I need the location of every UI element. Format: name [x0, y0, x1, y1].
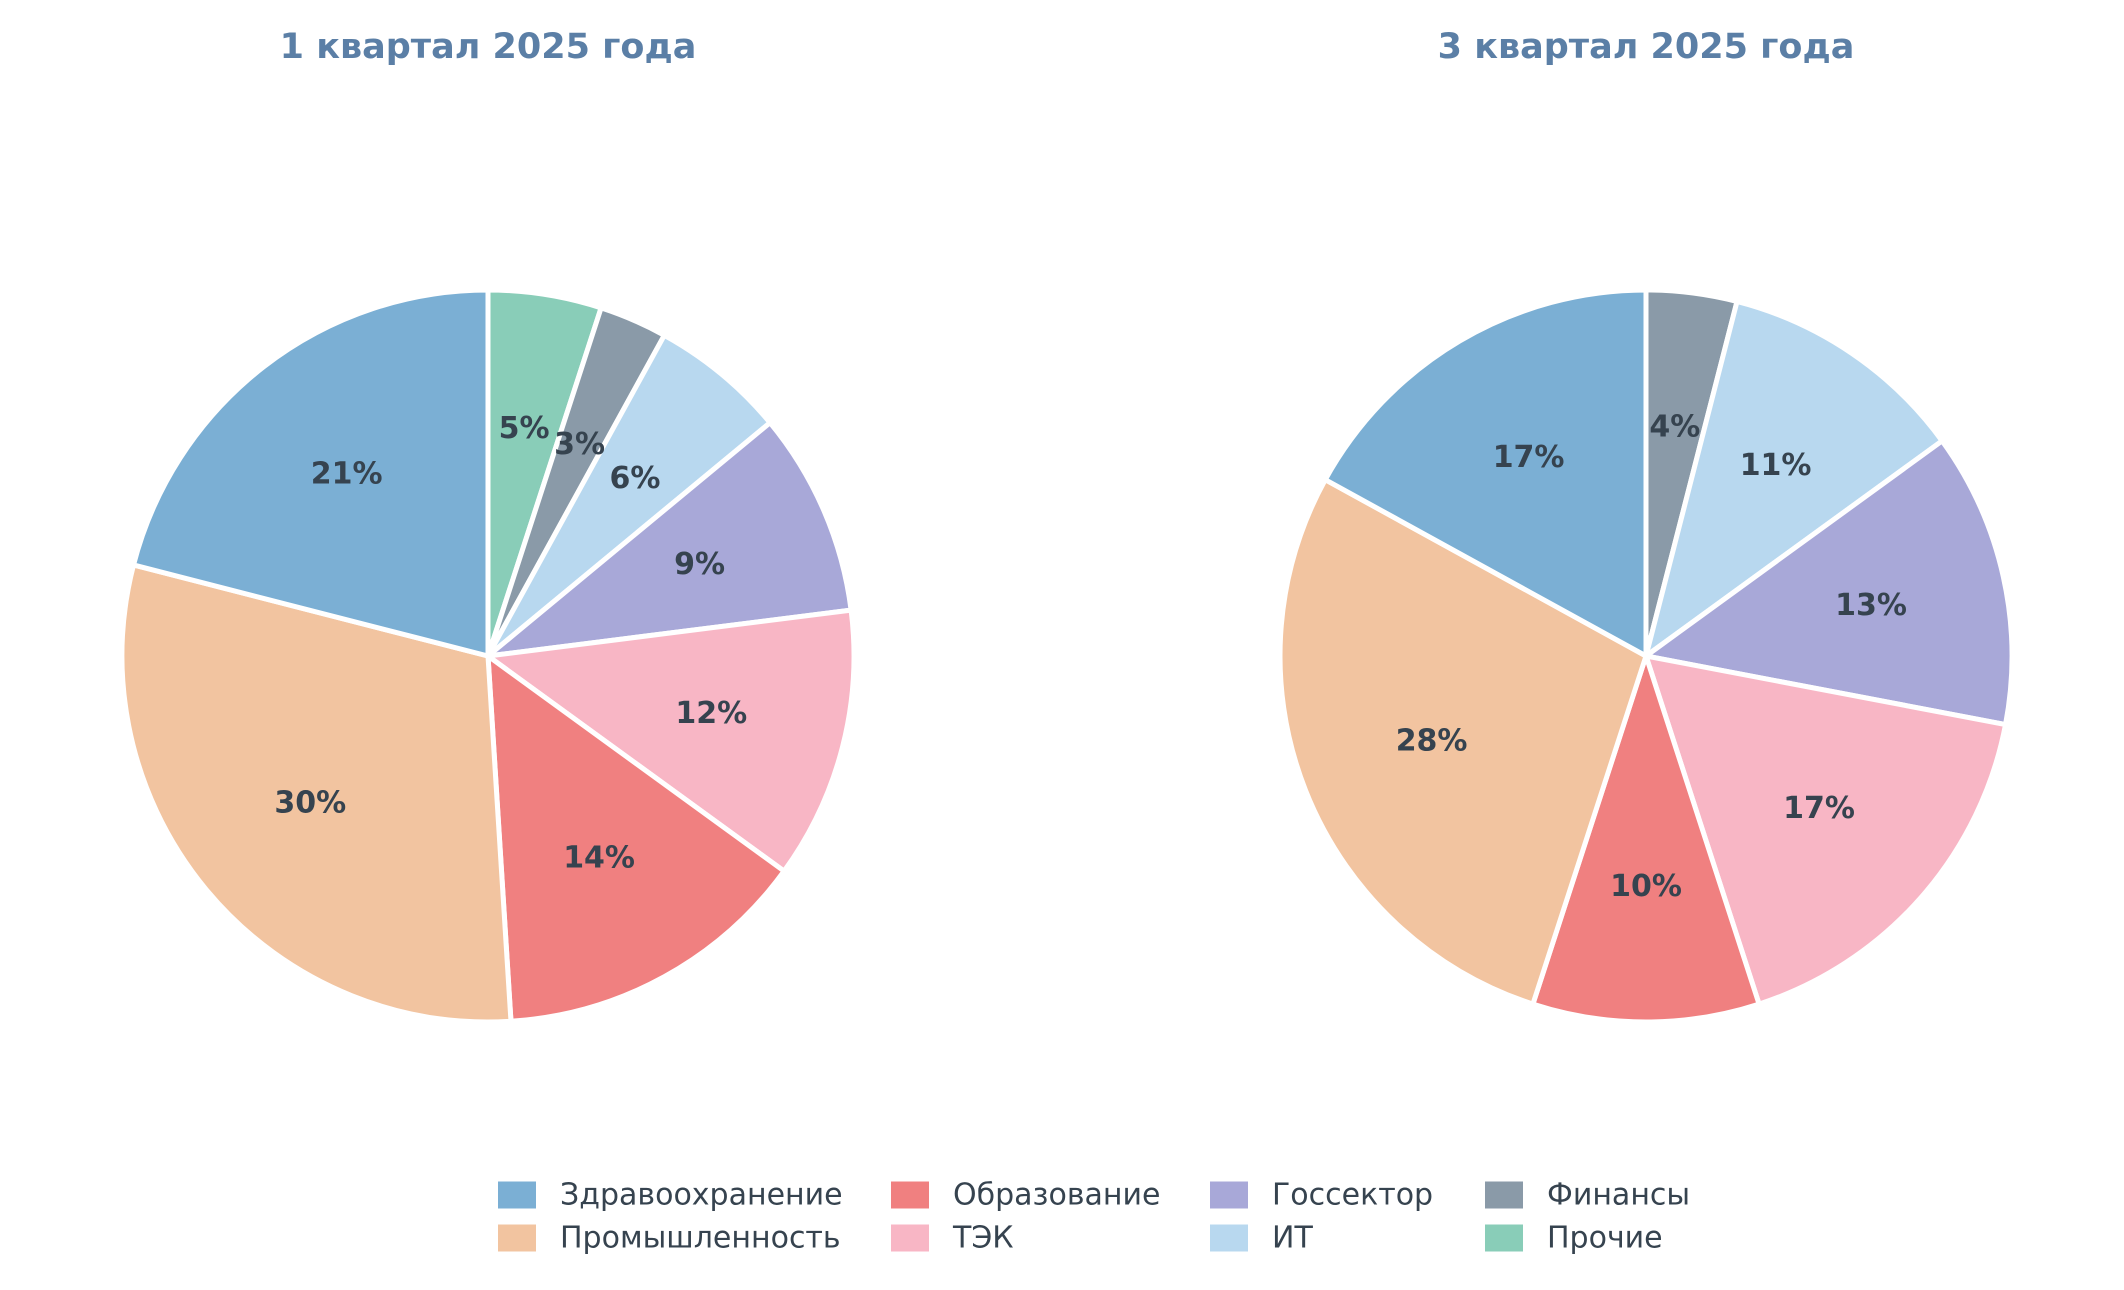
legend-label-finance: Финансы	[1547, 1178, 1690, 1213]
pie-label-it: 6%	[610, 461, 661, 496]
pie-chart-q1: 1 квартал 2025 года 5% 3%6% 9% 12% 14% 30% 21%	[119, 27, 857, 1025]
legend-swatch-education	[891, 1181, 929, 1209]
pie-label-energy: 12%	[675, 696, 747, 731]
pie-slice-it	[485, 332, 773, 659]
pie-slice-government	[1643, 438, 2015, 728]
pie-label-healthcare: 17%	[1493, 440, 1565, 475]
pie-title-q3: 3 квартал 2025 года	[1438, 27, 1855, 67]
pie-label-healthcare: 21%	[311, 456, 383, 491]
pie-slice-education	[485, 653, 787, 1024]
legend-swatch-it	[1210, 1224, 1248, 1252]
legend-label-it: ИТ	[1272, 1221, 1313, 1256]
legend-item-government: Госсектор	[1210, 1178, 1433, 1213]
legend-swatch-other	[1485, 1224, 1523, 1252]
pie-label-industry: 30%	[274, 786, 346, 821]
legend-swatch-industry	[498, 1224, 536, 1252]
pie-title-q1: 1 квартал 2025 года	[280, 27, 697, 67]
legend-item-education: Образование	[891, 1178, 1160, 1213]
pie-slice-energy	[1643, 653, 2009, 1007]
slices-q1	[119, 287, 857, 1025]
pie-slice-healthcare	[131, 287, 491, 659]
legend-swatch-government	[1210, 1181, 1248, 1209]
pie-slice-education	[1530, 653, 1762, 1025]
pie-label-other: 5%	[499, 411, 550, 446]
pie-label-finance: 3%	[554, 427, 605, 462]
pie-slice-healthcare	[1322, 287, 1649, 659]
slices-q3	[1277, 287, 2015, 1025]
labels-q3: 4% 11% 13% 17% 10% 28% 17%	[1396, 410, 1907, 904]
pie-slice-government	[485, 420, 854, 659]
legend-label-energy: ТЭК	[952, 1221, 1014, 1256]
pie-label-finance: 4%	[1649, 410, 1700, 445]
legend-item-finance: Финансы	[1485, 1178, 1690, 1213]
legend-label-education: Образование	[953, 1178, 1160, 1213]
pie-chart-q3: 3 квартал 2025 года 4% 11% 13% 17% 10% 28% 17%	[1277, 27, 2015, 1025]
pie-label-government: 9%	[674, 547, 725, 582]
legend-label-healthcare: Здравоохранение	[560, 1178, 843, 1213]
legend-swatch-finance	[1485, 1181, 1523, 1209]
pie-label-energy: 17%	[1783, 791, 1855, 826]
pie-slice-it	[1643, 299, 1945, 659]
legend-label-other: Прочие	[1547, 1221, 1663, 1256]
legend-swatch-healthcare	[498, 1181, 536, 1209]
legend-label-industry: Промышленность	[560, 1221, 841, 1256]
pie-slice-industry	[119, 562, 514, 1025]
pie-label-industry: 28%	[1396, 723, 1468, 758]
legend-item-other: Прочие	[1485, 1221, 1663, 1256]
pie-slice-industry	[1277, 477, 1649, 1007]
pie-label-it: 11%	[1740, 448, 1812, 483]
legend-swatch-energy	[891, 1224, 929, 1252]
pie-label-government: 13%	[1835, 588, 1907, 623]
pie-label-education: 14%	[563, 841, 635, 876]
labels-q1: 5% 3%6% 9% 12% 14% 30% 21%	[274, 411, 747, 876]
pie-label-education: 10%	[1610, 869, 1682, 904]
chart-legend: Здравоохранение Промышленность Образование…	[498, 1178, 1690, 1256]
legend-item-industry: Промышленность	[498, 1221, 841, 1256]
legend-item-it: ИТ	[1210, 1221, 1313, 1256]
legend-label-government: Госсектор	[1272, 1178, 1433, 1213]
legend-item-healthcare: Здравоохранение	[498, 1178, 843, 1213]
legend-item-energy: ТЭК	[891, 1221, 1014, 1256]
pie-slice-energy	[485, 607, 857, 874]
